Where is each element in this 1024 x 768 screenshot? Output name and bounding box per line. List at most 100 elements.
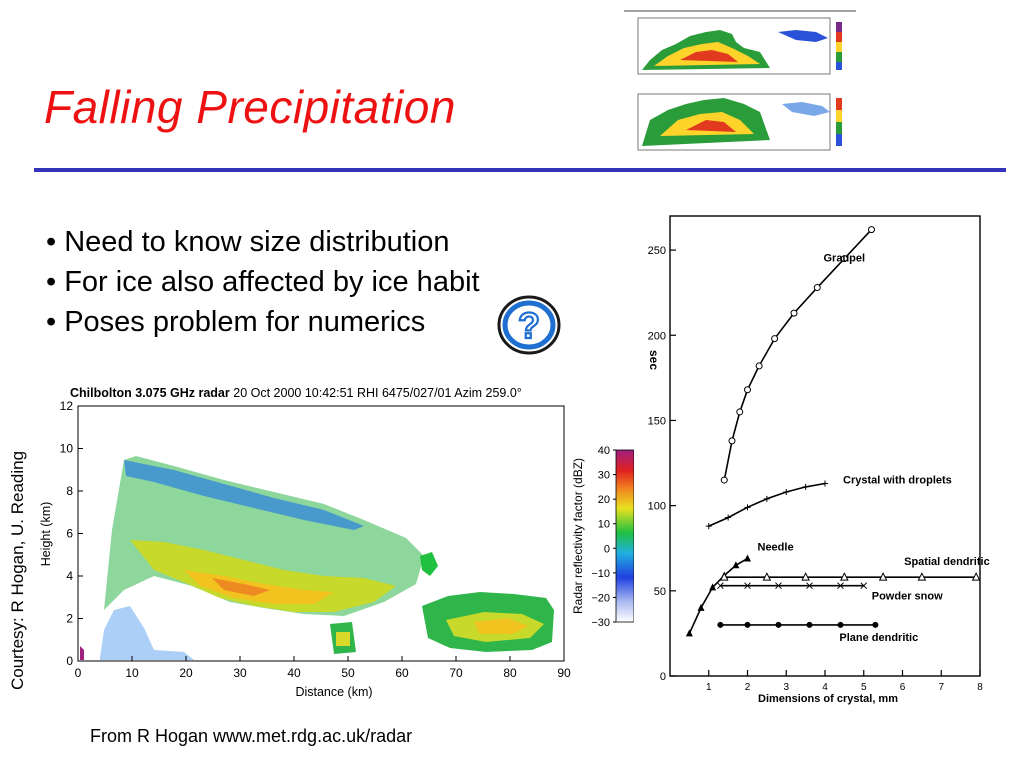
radar-y-tick-label: 4 <box>66 569 73 583</box>
radar-x-tick-label: 10 <box>125 666 139 680</box>
radar-title-bold: Chilbolton 3.075 GHz radar <box>70 386 230 400</box>
series-point <box>868 226 875 234</box>
question-glyph: ? <box>518 305 540 346</box>
radar-x-tick-label: 30 <box>233 666 247 680</box>
radar-x-tick-label: 0 <box>75 666 82 680</box>
series-point <box>736 408 744 416</box>
bullet-list: • Need to know size distribution • For i… <box>46 222 480 342</box>
series-label: Powder snow <box>872 591 943 603</box>
series-graupel: Graupel <box>720 226 875 484</box>
fall-speed-x-ticks: 1 2 3 4 5 6 7 8 <box>706 670 983 693</box>
inset-radar-panels <box>624 10 856 151</box>
series-point <box>728 437 736 445</box>
series-point <box>732 561 740 569</box>
question-icon[interactable]: ? <box>496 294 562 356</box>
source-note: From R Hogan www.met.rdg.ac.uk/radar <box>90 726 413 746</box>
radar-x-ticks: 0 10 20 30 40 50 60 70 80 90 <box>75 656 571 680</box>
series-powder-snow: Powder snow <box>717 582 943 603</box>
series-point <box>806 582 813 590</box>
series-line <box>723 229 873 481</box>
radar-x-tick-label: 90 <box>557 666 571 680</box>
series-point <box>822 480 828 487</box>
series-point <box>744 621 751 628</box>
slide-title: Falling Precipitation <box>44 81 456 133</box>
radar-colorbar-tick-label: 20 <box>598 494 610 506</box>
series-point <box>860 582 868 590</box>
series-point <box>744 386 751 394</box>
series-plane-dendritic: Plane dendritic <box>717 621 918 644</box>
series-label: Plane dendritic <box>839 632 918 644</box>
series-line <box>688 557 748 634</box>
series-crystal-with-droplets: Crystal with droplets <box>705 474 952 530</box>
fall-speed-x-tick-label: 7 <box>938 682 944 693</box>
fall-speed-series: Graupel Crystal with droplets Needle Spatia… <box>685 226 990 644</box>
series-label: Spatial dendritic <box>904 556 990 568</box>
radar-x-tick-label: 80 <box>503 666 517 680</box>
radar-y-tick-label: 12 <box>60 399 74 413</box>
radar-colorbar <box>615 449 634 623</box>
series-point <box>837 582 844 590</box>
fall-speed-x-tick-label: 5 <box>861 682 867 693</box>
radar-x-axis-label: Distance (km) <box>295 685 372 699</box>
series-point <box>697 603 705 611</box>
fall-speed-plot-frame <box>669 215 981 677</box>
fall-speed-y-tick-label: 200 <box>648 330 666 342</box>
fall-speed-x-tick-label: 1 <box>706 682 712 693</box>
radar-colorbar-tick-label: 40 <box>598 445 610 457</box>
fall-speed-y-axis-label: sec <box>647 350 661 370</box>
bullet-item: • Need to know size distribution <box>46 226 450 258</box>
series-point <box>755 362 763 370</box>
series-point <box>771 335 779 343</box>
radar-y-tick-label: 8 <box>66 484 73 498</box>
radar-colorbar-label: Radar reflectivity factor (dBZ) <box>571 458 585 614</box>
radar-colorbar-tick-label: 10 <box>598 519 610 531</box>
series-point <box>872 621 879 628</box>
series-needle: Needle <box>685 541 794 637</box>
radar-y-tick-label: 0 <box>66 654 73 668</box>
fall-speed-x-tick-label: 6 <box>900 682 906 693</box>
series-point <box>705 523 712 530</box>
series-spatial-dendritic: Spatial dendritic <box>719 556 990 581</box>
series-point <box>717 582 724 590</box>
fall-speed-y-ticks: 0 50 100 150 200 250 <box>648 245 676 683</box>
fall-speed-x-tick-label: 8 <box>977 682 983 693</box>
radar-x-tick-label: 50 <box>341 666 355 680</box>
radar-title-rest: 20 Oct 2000 10:42:51 RHI 6475/027/01 Azi… <box>230 386 522 400</box>
fall-speed-x-tick-label: 3 <box>783 682 789 693</box>
radar-colorbar-tick-label: −30 <box>591 617 610 629</box>
radar-y-tick-label: 2 <box>66 612 73 626</box>
radar-colorbar-tick-label: −10 <box>591 568 610 580</box>
series-point <box>837 621 844 628</box>
series-point <box>709 583 717 591</box>
series-point <box>775 582 782 590</box>
series-point <box>971 572 981 581</box>
series-point <box>744 582 751 590</box>
fall-speed-y-tick-label: 250 <box>648 245 666 257</box>
series-label: Crystal with droplets <box>843 474 952 486</box>
series-point <box>719 572 729 581</box>
courtesy-note: Courtesy: R Hogan, U. Reading <box>8 450 27 690</box>
radar-x-tick-label: 60 <box>395 666 409 680</box>
series-point <box>762 572 772 581</box>
series-label: Graupel <box>824 253 866 265</box>
fall-speed-x-tick-label: 4 <box>822 682 828 693</box>
series-label: Needle <box>758 541 794 553</box>
series-point <box>725 514 732 521</box>
series-point <box>917 572 927 581</box>
title-rule <box>34 168 1006 172</box>
radar-x-tick-label: 70 <box>449 666 463 680</box>
radar-y-tick-label: 6 <box>66 527 73 541</box>
fall-speed-y-tick-label: 100 <box>648 501 666 513</box>
fall-speed-y-tick-label: 50 <box>654 586 666 598</box>
radar-y-tick-label: 10 <box>60 442 74 456</box>
radar-colorbar-tick-label: −20 <box>591 592 610 604</box>
radar-x-tick-label: 40 <box>287 666 301 680</box>
radar-colorbar-tick-label: 30 <box>598 470 610 482</box>
series-point <box>813 284 821 292</box>
series-point <box>685 629 693 637</box>
radar-colorbar-tick-label: 0 <box>604 543 610 555</box>
series-point <box>806 621 813 628</box>
series-point <box>783 489 790 495</box>
radar-x-tick-label: 20 <box>179 666 193 680</box>
series-point <box>717 621 724 628</box>
